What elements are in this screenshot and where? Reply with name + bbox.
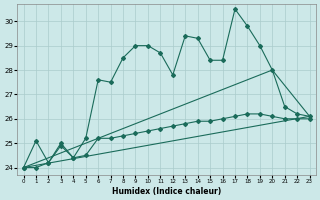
X-axis label: Humidex (Indice chaleur): Humidex (Indice chaleur) — [112, 187, 221, 196]
